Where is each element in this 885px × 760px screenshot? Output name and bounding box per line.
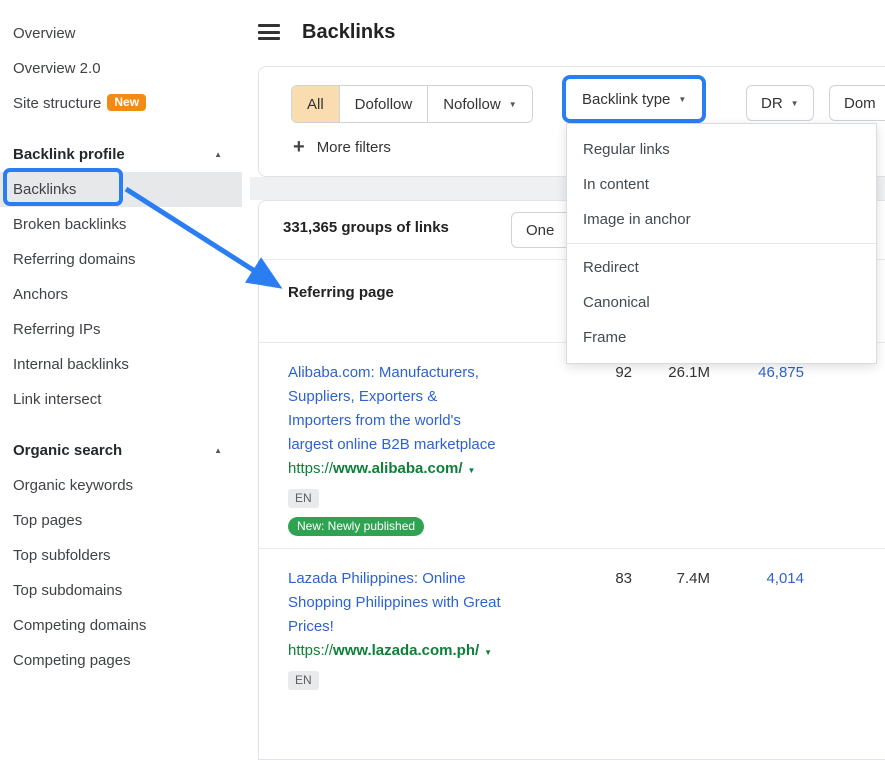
filter-nofollow-button[interactable]: Nofollow ▼ <box>428 86 532 122</box>
chevron-down-icon: ▼ <box>790 98 799 108</box>
collapse-arrow-icon[interactable]: ▲ <box>214 150 222 159</box>
metric-link[interactable]: 4,014 <box>766 570 804 587</box>
follow-filter-segmented-control: All Dofollow Nofollow ▼ <box>291 85 533 123</box>
metric-link[interactable]: 26 <box>804 567 885 690</box>
language-badge: EN <box>288 489 319 508</box>
referring-page-link[interactable]: Alibaba.com: Manufacturers, Suppliers, E… <box>288 364 496 453</box>
sidebar-item-broken-backlinks[interactable]: Broken backlinks <box>13 216 127 233</box>
referring-page-link[interactable]: Lazada Philippines: Online Shopping Phil… <box>288 570 501 635</box>
plus-icon: + <box>293 136 305 158</box>
results-count: 331,365 groups of links <box>283 219 449 236</box>
referring-page-cell: Lazada Philippines: Online Shopping Phil… <box>288 567 584 690</box>
menu-icon[interactable] <box>258 24 280 40</box>
sidebar-item-competing-pages[interactable]: Competing pages <box>13 652 131 669</box>
more-filters-button[interactable]: + More filters <box>293 136 391 158</box>
referring-page-cell: Alibaba.com: Manufacturers, Suppliers, E… <box>288 361 584 536</box>
sidebar-item-top-pages[interactable]: Top pages <box>13 512 83 529</box>
sidebar-item-top-subdomains[interactable]: Top subdomains <box>13 582 123 599</box>
sidebar-item-link-intersect[interactable]: Link intersect <box>13 391 102 408</box>
newly-published-badge: New: Newly published <box>288 517 425 536</box>
table-row: Lazada Philippines: Online Shopping Phil… <box>259 549 885 702</box>
dropdown-item-canonical[interactable]: Canonical <box>583 294 650 311</box>
annotation-box-backlink-type: Backlink type ▼ <box>562 75 707 123</box>
metric-value: 83 <box>615 570 632 587</box>
new-badge: New <box>107 94 147 111</box>
dropdown-item-frame[interactable]: Frame <box>583 329 627 346</box>
dropdown-divider <box>567 243 876 244</box>
metric-link[interactable]: 28 <box>804 361 885 536</box>
sidebar-item-top-subfolders[interactable]: Top subfolders <box>13 547 111 564</box>
sidebar-item-site-structure[interactable]: Site structure New <box>0 86 250 121</box>
collapse-arrow-icon[interactable]: ▲ <box>214 446 222 455</box>
language-badge: EN <box>288 671 319 690</box>
backlink-type-dropdown: Regular links In content Image in anchor… <box>566 123 877 364</box>
sidebar-item-referring-ips[interactable]: Referring IPs <box>13 321 101 338</box>
metric-value: 92 <box>615 364 632 381</box>
referring-page-url[interactable]: https://www.lazada.com.ph/▼ <box>288 642 493 659</box>
dropdown-item-redirect[interactable]: Redirect <box>583 259 639 276</box>
sidebar: Overview Overview 2.0 Site structure New … <box>0 0 250 684</box>
sidebar-item-anchors[interactable]: Anchors <box>13 286 69 303</box>
chevron-down-icon: ▼ <box>678 94 687 104</box>
column-header-referring-page[interactable]: Referring page <box>288 284 394 301</box>
metric-link[interactable]: 46,875 <box>758 364 804 381</box>
filter-dofollow-button[interactable]: Dofollow <box>339 86 429 122</box>
sidebar-item-organic-keywords[interactable]: Organic keywords <box>13 477 134 494</box>
dropdown-item-image-in-anchor[interactable]: Image in anchor <box>583 211 691 228</box>
chevron-down-icon[interactable]: ▼ <box>484 648 493 657</box>
sidebar-item-overview[interactable]: Overview <box>13 25 76 42</box>
sidebar-item-overview-2[interactable]: Overview 2.0 <box>13 60 101 77</box>
dr-filter-button[interactable]: DR ▼ <box>746 85 814 121</box>
metric-value: 7.4M <box>676 570 710 587</box>
sidebar-section-backlink-profile[interactable]: Backlink profile ▲ <box>0 137 250 172</box>
domain-filter-button[interactable]: Dom <box>829 85 885 121</box>
sidebar-section-organic-search[interactable]: Organic search ▲ <box>0 433 250 468</box>
sidebar-item-internal-backlinks[interactable]: Internal backlinks <box>13 356 129 373</box>
metric-value: 26.1M <box>668 364 710 381</box>
chevron-down-icon: ▼ <box>508 99 517 109</box>
dropdown-item-in-content[interactable]: In content <box>583 176 649 193</box>
page-title: Backlinks <box>302 20 396 43</box>
sidebar-item-label: Site structure <box>13 95 102 112</box>
chevron-down-icon[interactable]: ▼ <box>467 466 476 475</box>
table-row: Alibaba.com: Manufacturers, Suppliers, E… <box>259 343 885 549</box>
filter-all-button[interactable]: All <box>292 86 340 122</box>
sidebar-item-referring-domains[interactable]: Referring domains <box>13 251 136 268</box>
sidebar-item-backlinks[interactable]: Backlinks <box>0 172 242 207</box>
backlink-type-button[interactable]: Backlink type ▼ <box>568 81 701 117</box>
sidebar-item-competing-domains[interactable]: Competing domains <box>13 617 147 634</box>
main-header: Backlinks <box>258 14 395 50</box>
dropdown-item-regular-links[interactable]: Regular links <box>583 141 670 158</box>
referring-page-url[interactable]: https://www.alibaba.com/▼ <box>288 460 476 477</box>
